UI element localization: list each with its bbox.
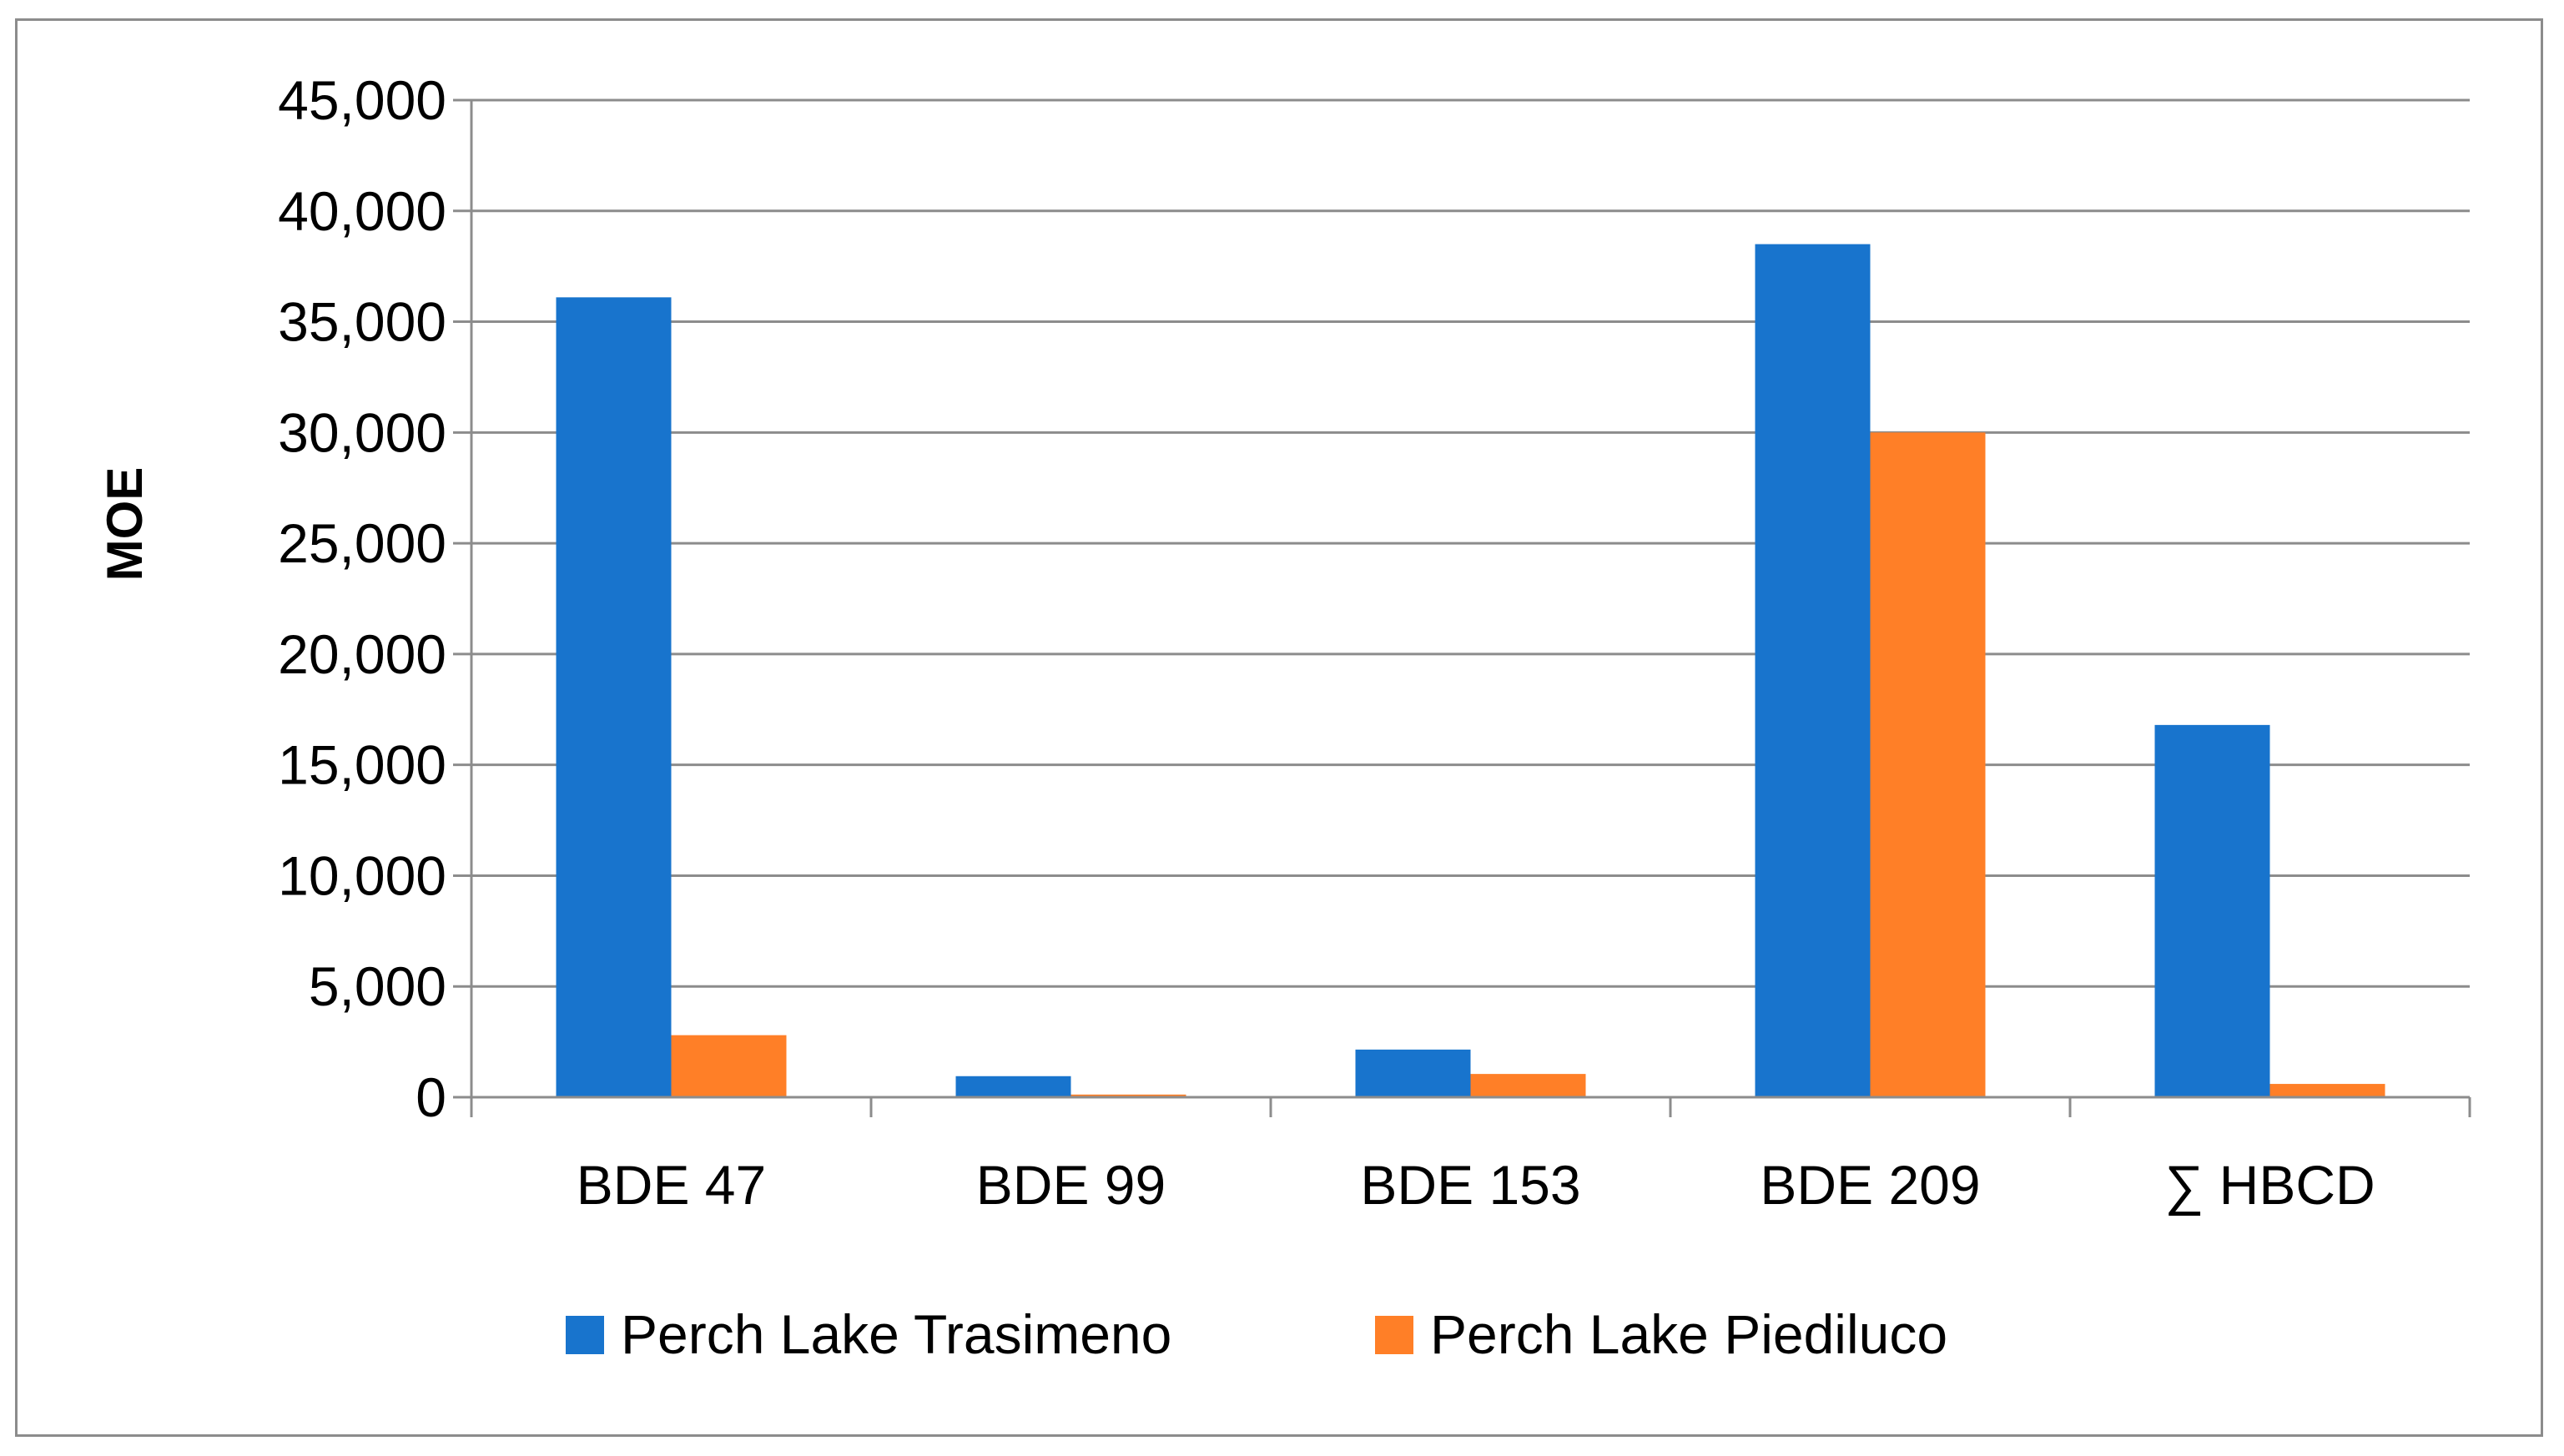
y-tick-label: 0	[416, 1066, 446, 1128]
y-tick-label: 5,000	[309, 955, 446, 1017]
x-tick-label: BDE 47	[577, 1154, 766, 1216]
legend-label: Perch Lake Trasimeno	[621, 1303, 1171, 1365]
axes	[453, 98, 2471, 1117]
bar	[1870, 432, 1986, 1097]
y-tick-label: 10,000	[278, 844, 446, 906]
gridlines	[471, 98, 2470, 988]
bar	[2154, 724, 2270, 1097]
bar	[2269, 1084, 2385, 1097]
bar	[1355, 1049, 1471, 1097]
y-tick-label: 35,000	[278, 291, 446, 353]
bars	[556, 244, 2385, 1098]
x-tick-label: BDE 209	[1760, 1154, 1980, 1216]
bar	[556, 297, 672, 1097]
legend: Perch Lake Trasimeno Perch Lake Piediluco	[566, 1303, 1947, 1365]
tick-labels: 0 5,000 10,000 15,000 20,000 25,000 30,000 35,0…	[278, 69, 2375, 1216]
legend-swatch	[566, 1316, 604, 1354]
x-tick-label: BDE 153	[1360, 1154, 1580, 1216]
bar	[671, 1035, 787, 1097]
x-tick-label: ∑ HBCD	[2164, 1154, 2375, 1216]
chart-frame	[15, 18, 2543, 1437]
bar	[1070, 1094, 1186, 1097]
x-tick-label: BDE 99	[976, 1154, 1166, 1216]
y-tick-label: 45,000	[278, 69, 446, 131]
bar	[1470, 1074, 1586, 1097]
y-tick-label: 20,000	[278, 623, 446, 685]
y-tick-label: 30,000	[278, 401, 446, 463]
y-tick-label: 15,000	[278, 734, 446, 796]
bar	[955, 1076, 1071, 1097]
y-tick-label: 40,000	[278, 180, 446, 242]
legend-swatch	[1375, 1316, 1413, 1354]
legend-label: Perch Lake Piediluco	[1430, 1303, 1947, 1365]
bar	[1755, 244, 1871, 1098]
y-axis-title: MOE	[97, 467, 153, 582]
y-tick-label: 25,000	[278, 512, 446, 574]
